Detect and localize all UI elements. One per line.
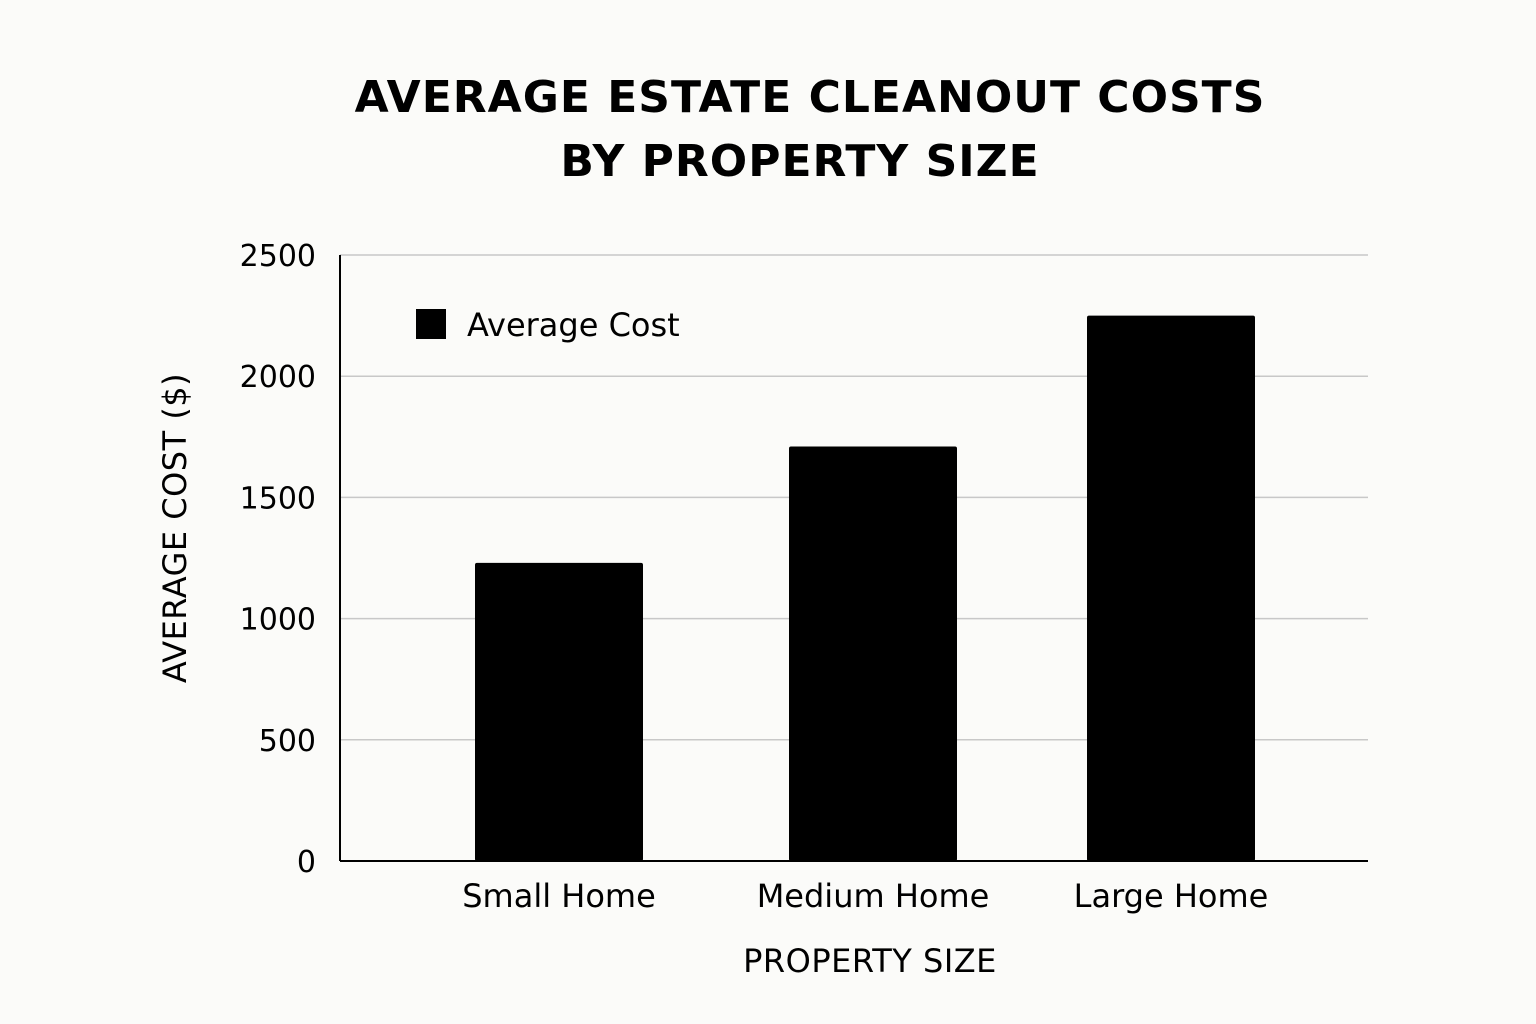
- x-category-label: Medium Home: [757, 877, 990, 915]
- bar-large-home: [1087, 315, 1255, 862]
- y-tick-label: 2000: [240, 360, 316, 395]
- x-axis-title: PROPERTY SIZE: [743, 942, 997, 980]
- x-category-label: Small Home: [462, 877, 656, 915]
- x-category-labels: Small Home Medium Home Large Home: [462, 877, 1268, 915]
- legend: Average Cost: [416, 306, 680, 344]
- legend-label: Average Cost: [467, 306, 680, 344]
- bars: [475, 315, 1255, 862]
- chart-title-line-1: AVERAGE ESTATE CLEANOUT COSTS: [355, 72, 1266, 123]
- chart-title-line-2: BY PROPERTY SIZE: [560, 136, 1039, 187]
- legend-swatch: [416, 309, 446, 339]
- y-tick-label: 2500: [240, 239, 316, 274]
- y-tick-label: 1500: [240, 481, 316, 516]
- y-axis-title: AVERAGE COST ($): [156, 373, 194, 683]
- bar-small-home: [475, 562, 643, 861]
- y-tick-label: 1000: [240, 603, 316, 638]
- y-tick-label: 0: [297, 845, 316, 880]
- bar-medium-home: [789, 446, 957, 861]
- y-tick-labels: 0 500 1000 1500 2000 2500: [240, 239, 316, 880]
- x-category-label: Large Home: [1074, 877, 1269, 915]
- y-tick-label: 500: [259, 724, 316, 759]
